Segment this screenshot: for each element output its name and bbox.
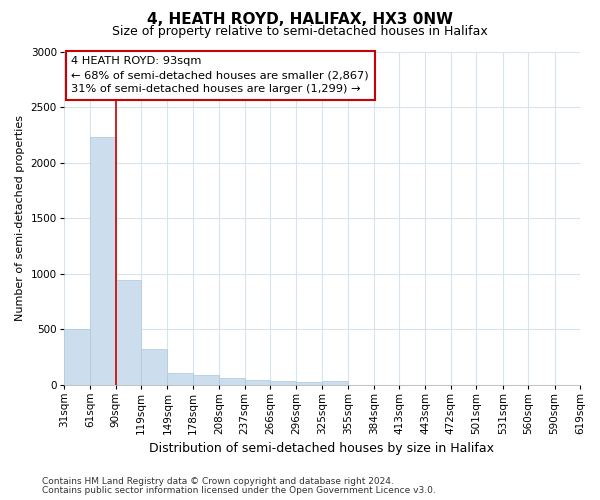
Bar [193,375,219,384]
Bar [322,382,348,384]
Text: 4 HEATH ROYD: 93sqm
← 68% of semi-detached houses are smaller (2,867)
31% of sem: 4 HEATH ROYD: 93sqm ← 68% of semi-detach… [71,56,369,94]
Y-axis label: Number of semi-detached properties: Number of semi-detached properties [15,115,25,321]
Bar [64,329,90,384]
Text: Contains HM Land Registry data © Crown copyright and database right 2024.: Contains HM Land Registry data © Crown c… [42,477,394,486]
Bar [245,380,270,384]
Bar [116,280,141,384]
Text: Size of property relative to semi-detached houses in Halifax: Size of property relative to semi-detach… [112,25,488,38]
Bar [90,137,116,384]
Text: Contains public sector information licensed under the Open Government Licence v3: Contains public sector information licen… [42,486,436,495]
Bar [270,382,296,384]
Bar [296,382,322,384]
Bar [141,349,167,384]
Text: 4, HEATH ROYD, HALIFAX, HX3 0NW: 4, HEATH ROYD, HALIFAX, HX3 0NW [147,12,453,28]
Bar [219,378,245,384]
X-axis label: Distribution of semi-detached houses by size in Halifax: Distribution of semi-detached houses by … [149,442,494,455]
Bar [167,374,193,384]
